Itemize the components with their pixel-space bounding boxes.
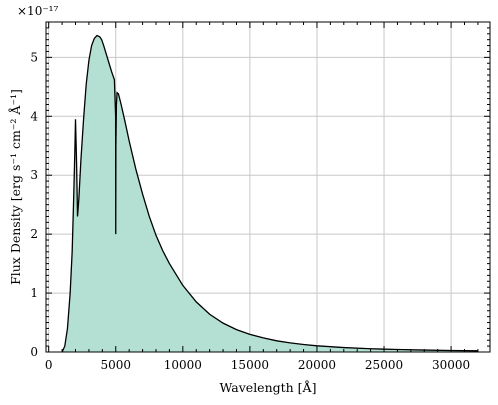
y-tick-label: 0 <box>30 345 38 359</box>
y-tick-label: 5 <box>30 50 38 64</box>
flux-area <box>62 35 478 353</box>
x-axis-title: Wavelength [Å] <box>220 380 317 395</box>
x-tick-label: 10000 <box>164 358 202 372</box>
flux-line <box>61 34 478 353</box>
x-tick-label: 30000 <box>432 358 470 372</box>
y-axis-title: Flux Density [erg s⁻¹ cm⁻² Å⁻¹] <box>8 89 23 285</box>
plot-frame <box>45 21 491 353</box>
x-tick-label: 15000 <box>231 358 269 372</box>
x-tick-label: 20000 <box>298 358 336 372</box>
y-tick-label: 1 <box>30 286 38 300</box>
x-tick-label: 5000 <box>100 358 131 372</box>
y-multiplier-label: ×10⁻¹⁷ <box>17 4 58 18</box>
y-tick-label: 4 <box>30 109 38 123</box>
x-axis-ticks: 0 5000 10000 15000 20000 25000 30000 <box>45 22 479 372</box>
x-tick-label: 25000 <box>365 358 403 372</box>
y-tick-label: 2 <box>30 227 38 241</box>
y-tick-label: 3 <box>30 168 38 182</box>
x-tick-label: 0 <box>45 358 53 372</box>
